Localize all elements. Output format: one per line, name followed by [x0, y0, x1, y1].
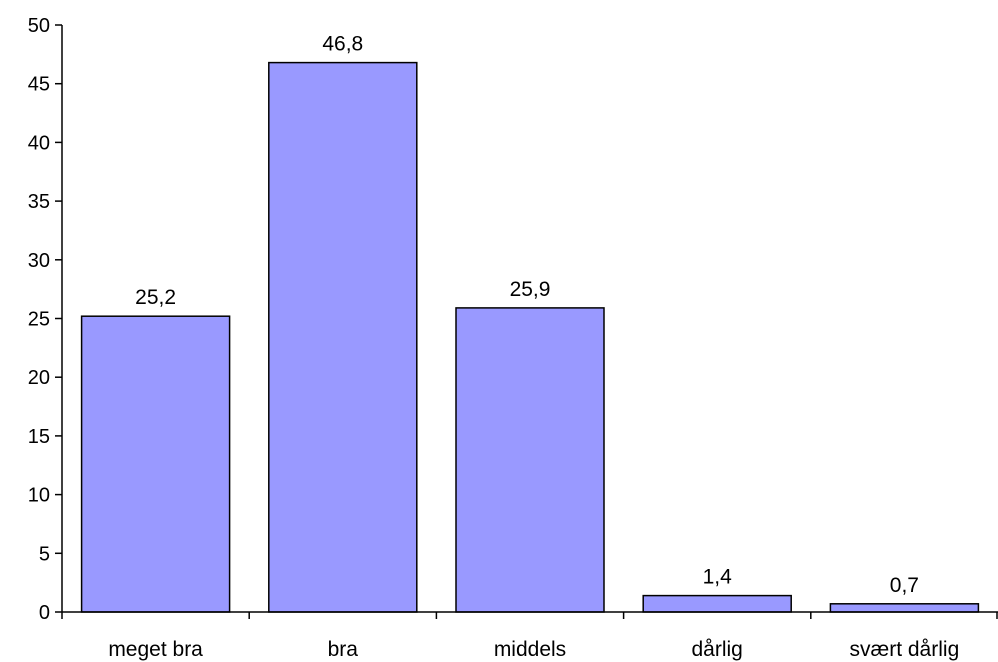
y-tick-label-0: 0 — [39, 602, 50, 624]
bar-5 — [829, 603, 980, 613]
value-label-5: 0,7 — [890, 574, 919, 597]
y-tick-label-45: 45 — [28, 74, 50, 96]
category-label-4: dårlig — [692, 638, 743, 661]
value-label-1: 25,2 — [135, 286, 176, 309]
bar-3 — [455, 307, 605, 613]
y-tick-label-30: 30 — [28, 250, 50, 272]
y-tick-label-20: 20 — [28, 367, 50, 389]
bar-4 — [642, 594, 792, 613]
value-labels-group: 25,2 46,8 25,9 1,4 0,7 — [135, 33, 919, 597]
bars-group — [80, 61, 980, 613]
value-label-4: 1,4 — [703, 566, 733, 589]
y-axis: 0 5 10 15 20 25 30 35 40 45 50 — [28, 15, 63, 624]
y-tick-label-25: 25 — [28, 309, 50, 331]
category-label-3: middels — [494, 638, 566, 661]
bar-1 — [80, 315, 231, 613]
value-label-3: 25,9 — [510, 278, 551, 301]
y-tick-label-5: 5 — [39, 543, 50, 565]
category-label-2: bra — [328, 638, 359, 661]
y-tick-label-10: 10 — [28, 485, 50, 507]
y-tick-label-15: 15 — [28, 426, 50, 448]
y-tick-label-50: 50 — [28, 15, 50, 37]
y-tick-label-40: 40 — [28, 132, 50, 154]
y-tick-label-35: 35 — [28, 191, 50, 213]
bar-2 — [268, 61, 418, 613]
category-label-5: svært dårlig — [850, 638, 960, 661]
value-label-2: 46,8 — [322, 33, 363, 56]
category-label-1: meget bra — [108, 638, 203, 661]
x-axis: meget bra bra middels dårlig svært dårlig — [61, 611, 998, 661]
